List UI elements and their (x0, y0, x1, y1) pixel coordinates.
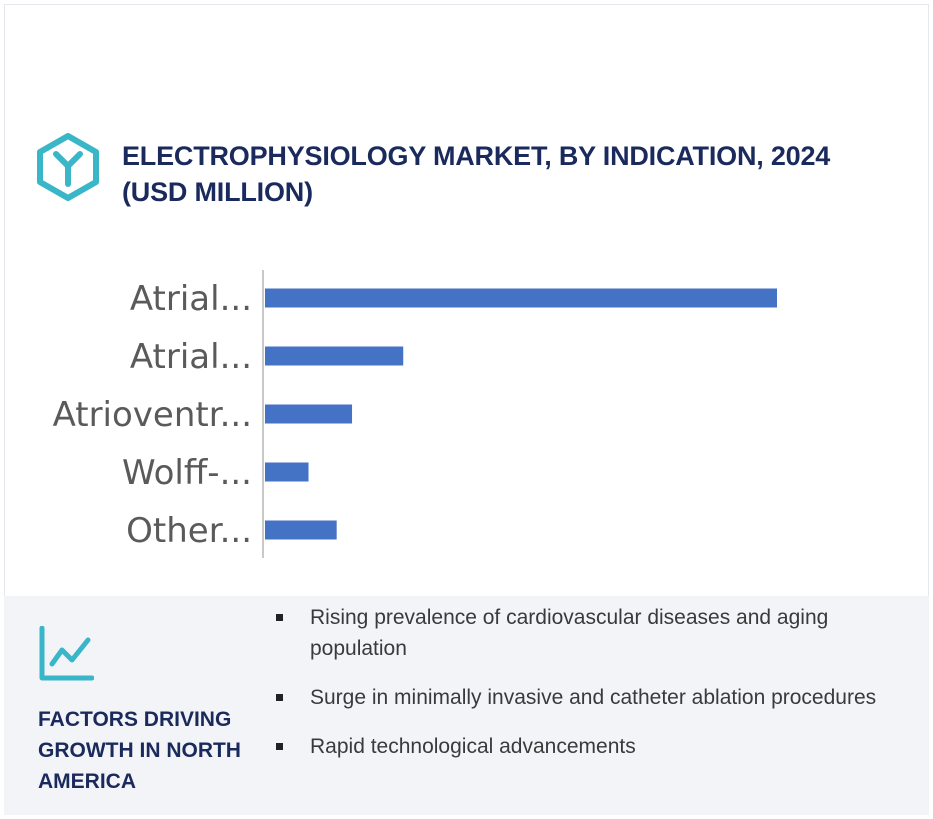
bar (265, 462, 309, 482)
factors-list: Rising prevalence of cardiovascular dise… (272, 602, 912, 780)
bullet-square-icon (276, 694, 283, 701)
factor-item: Rapid technological advancements (272, 731, 912, 762)
hexagon-y-logo-icon (37, 133, 99, 201)
category-label: Atrial... (130, 337, 252, 377)
bar (265, 404, 353, 424)
growth-factors-panel: FACTORS DRIVING GROWTH IN NORTH AMERICA … (4, 596, 929, 815)
category-label: Other... (126, 511, 252, 551)
category-label: Wolff-... (122, 453, 252, 493)
factor-text: Surge in minimally invasive and catheter… (310, 686, 877, 709)
bar-chart-svg: Atrial... Atrial... Atrioventr... Wolff-...… (53, 270, 777, 558)
bar (265, 520, 337, 540)
bullet-square-icon (276, 743, 283, 750)
bar-chart: Atrial... Atrial... Atrioventr... Wolff-...… (0, 250, 925, 580)
chart-title: ELECTROPHYSIOLOGY MARKET, BY INDICATION,… (122, 141, 831, 207)
line-chart-icon (39, 626, 94, 681)
factor-item: Rising prevalence of cardiovascular dise… (272, 602, 912, 664)
category-label: Atrial... (130, 279, 252, 319)
factors-title: FACTORS DRIVING GROWTH IN NORTH AMERICA (38, 708, 241, 793)
factor-item: Surge in minimally invasive and catheter… (272, 682, 912, 713)
category-label: Atrioventr... (53, 395, 252, 435)
factor-text: Rapid technological advancements (310, 735, 636, 758)
bar (265, 288, 777, 308)
chart-header: ELECTROPHYSIOLOGY MARKET, BY INDICATION,… (36, 128, 906, 218)
bar (265, 346, 404, 366)
bullet-square-icon (276, 614, 283, 621)
factor-text: Rising prevalence of cardiovascular dise… (310, 606, 829, 660)
